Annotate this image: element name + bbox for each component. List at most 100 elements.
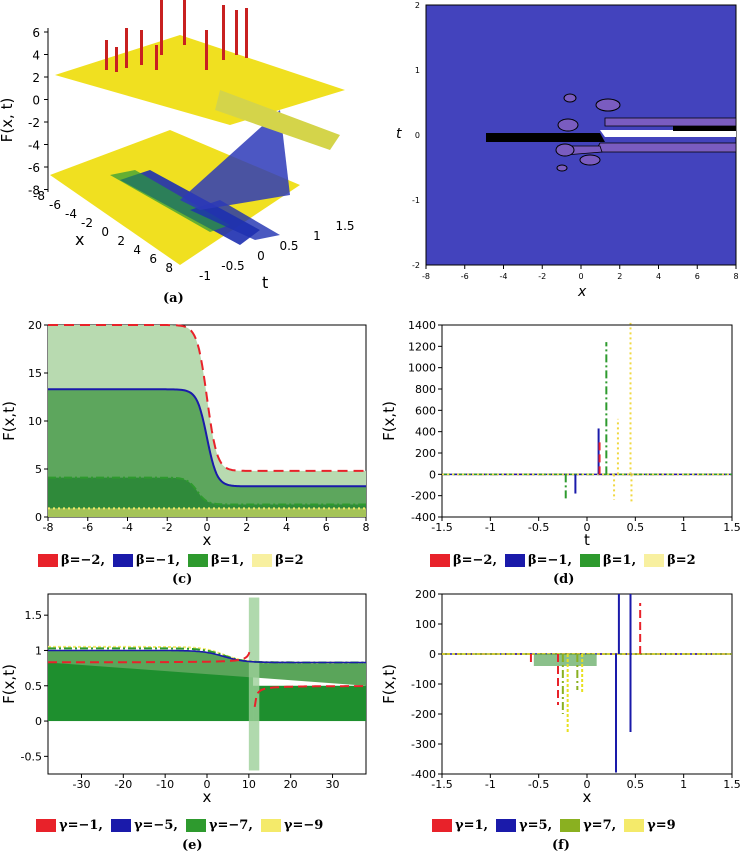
d-xtick-label: -0.5 xyxy=(528,521,549,534)
a-xtick-label: -4 xyxy=(65,207,77,221)
d-ytick-label: 800 xyxy=(415,383,436,396)
f-ytick-label: -300 xyxy=(411,738,436,751)
a-xtick-label: -2 xyxy=(81,216,93,230)
caption-f: (f) xyxy=(552,838,570,853)
legend-label: β=−2, xyxy=(453,553,497,568)
a-xtick-label: 8 xyxy=(165,261,173,275)
c-xtick-label: -4 xyxy=(122,521,133,534)
e-xtick-label: -30 xyxy=(72,778,90,791)
legend-item: γ=1, xyxy=(432,818,488,833)
legend-label: β=−1, xyxy=(136,553,180,568)
panel-f: -1.5 -1 -0.5 0 0.5 1 1.5 -400 -300 -200 -100 0 100 20… xyxy=(380,588,740,815)
spike-plot-d: -1.5 -1 -0.5 0 0.5 1 1.5 -400 -200 0 200 400 600 800 1… xyxy=(380,319,740,549)
f-xtick-label: 0.5 xyxy=(627,778,645,791)
legend-swatch xyxy=(113,554,133,567)
area-plot-e: -30 -20 -10 0 10 20 30 -0.5 0 0.5 1 1.5 x F(x,t) xyxy=(0,593,367,806)
b-ytick-label: 0 xyxy=(415,131,420,140)
d-ylabel: F(x,t) xyxy=(380,401,398,441)
legend-label: γ=−1, xyxy=(59,818,103,833)
f-ytick-label: 200 xyxy=(415,590,436,601)
a-spike xyxy=(183,0,186,45)
a-xtick-label: 6 xyxy=(149,252,157,266)
b-xlabel: x xyxy=(577,284,587,300)
a-ttick-label: -1 xyxy=(199,269,211,283)
a-ztick-label: -8 xyxy=(28,184,40,198)
legend-label: γ=5, xyxy=(519,818,553,833)
legend-swatch xyxy=(188,554,208,567)
c-xtick-label: -6 xyxy=(82,521,93,534)
legend-item: β=−2, xyxy=(38,553,105,568)
legend-item: γ=−9 xyxy=(260,818,324,833)
a-ttick-label: -0.5 xyxy=(221,259,244,273)
b-xtick-label: 8 xyxy=(733,272,738,281)
caption-d: (d) xyxy=(553,572,575,587)
c-ytick-label: 10 xyxy=(28,415,42,428)
e-line-5 xyxy=(48,649,366,664)
f-xtick-label: -1 xyxy=(485,778,496,791)
b-ytick-label: -2 xyxy=(412,261,420,270)
c-xtick-label: 0 xyxy=(204,521,211,534)
spike-plot-f: -1.5 -1 -0.5 0 0.5 1 1.5 -400 -300 -200 -100 0 100 20… xyxy=(380,588,740,806)
legend-label: γ=−9 xyxy=(283,818,324,833)
b-xtick-label: 2 xyxy=(617,272,622,281)
legend-label: γ=−7, xyxy=(208,818,253,833)
d-ytick-label: 1000 xyxy=(408,362,436,375)
d-xtick-label: 0.5 xyxy=(627,521,645,534)
a-spike xyxy=(205,30,208,70)
e-xtick-label: 30 xyxy=(326,778,340,791)
contour-plot-b: -8 -6 -4 -2 0 2 4 6 8 2 1 0 -1 -2 x t xyxy=(396,1,739,300)
b-ylabel: t xyxy=(396,126,402,142)
a-ttick-label: 1.5 xyxy=(335,219,354,233)
a-ttick-label: 0 xyxy=(257,249,265,263)
b-xtick-label: 0 xyxy=(578,272,583,281)
panel-c: -8 -6 -4 -2 0 2 4 6 8 0 5 10 15 20 x F(x,t) xyxy=(0,315,370,610)
d-xtick-label: 1.5 xyxy=(723,521,740,534)
e-xtick-label: 10 xyxy=(242,778,256,791)
panel-d: -1.5 -1 -0.5 0 0.5 1 1.5 -400 -200 0 200 400 600 800 1… xyxy=(380,315,740,610)
b-xtick-label: -2 xyxy=(538,272,546,281)
e-xtick-label: -20 xyxy=(114,778,132,791)
legend-swatch xyxy=(560,819,581,832)
d-ytick-label: -400 xyxy=(411,511,436,524)
b-ytick-label: 2 xyxy=(415,1,420,10)
area-plot-c: -8 -6 -4 -2 0 2 4 6 8 0 5 10 15 20 x F(x,t) xyxy=(0,319,370,549)
b-xtick-label: -8 xyxy=(422,272,430,281)
a-spike xyxy=(155,45,158,70)
legend-item: β=1, xyxy=(188,553,244,568)
c-area-2 xyxy=(48,477,366,517)
caption-c: (c) xyxy=(172,572,193,587)
f-ytick-label: 0 xyxy=(429,648,436,661)
a-xtick-label: 4 xyxy=(133,243,141,257)
d-ytick-label: 600 xyxy=(415,404,436,417)
a-ztick-label: 4 xyxy=(32,49,40,63)
c-line-0 xyxy=(48,324,366,472)
a-spike xyxy=(140,30,143,65)
legend-label: β=2 xyxy=(667,553,696,568)
legend-item: γ=7, xyxy=(560,818,616,833)
c-xtick-label: 4 xyxy=(283,521,290,534)
legend-swatch xyxy=(260,819,281,832)
b-ytick-label: -1 xyxy=(412,196,420,205)
legend-label: γ=9 xyxy=(647,818,676,833)
a-xlabel: x xyxy=(75,230,84,249)
e-line-1a xyxy=(48,648,252,664)
c-xlabel: x xyxy=(203,531,212,549)
c-ytick-label: 20 xyxy=(28,319,42,332)
legend-swatch xyxy=(496,819,517,832)
legend-swatch xyxy=(185,819,206,832)
d-xtick-label: -1.5 xyxy=(431,521,452,534)
a-spike xyxy=(245,8,248,58)
legend-label: γ=−5, xyxy=(133,818,178,833)
legend-item: γ=−7, xyxy=(185,818,253,833)
d-ytick-label: 400 xyxy=(415,426,436,439)
d-ytick-label: 1200 xyxy=(408,340,436,353)
e-ytick-label: -0.5 xyxy=(21,750,42,763)
legend-item: γ=9 xyxy=(624,818,676,833)
f-xtick-label: 1 xyxy=(680,778,687,791)
a-ttick-label: 0.5 xyxy=(279,239,298,253)
legend-label: β=−2, xyxy=(61,553,105,568)
e-ylabel: F(x,t) xyxy=(0,664,18,704)
legend-item: β=1, xyxy=(580,553,636,568)
b-xtick-label: 6 xyxy=(695,272,700,281)
